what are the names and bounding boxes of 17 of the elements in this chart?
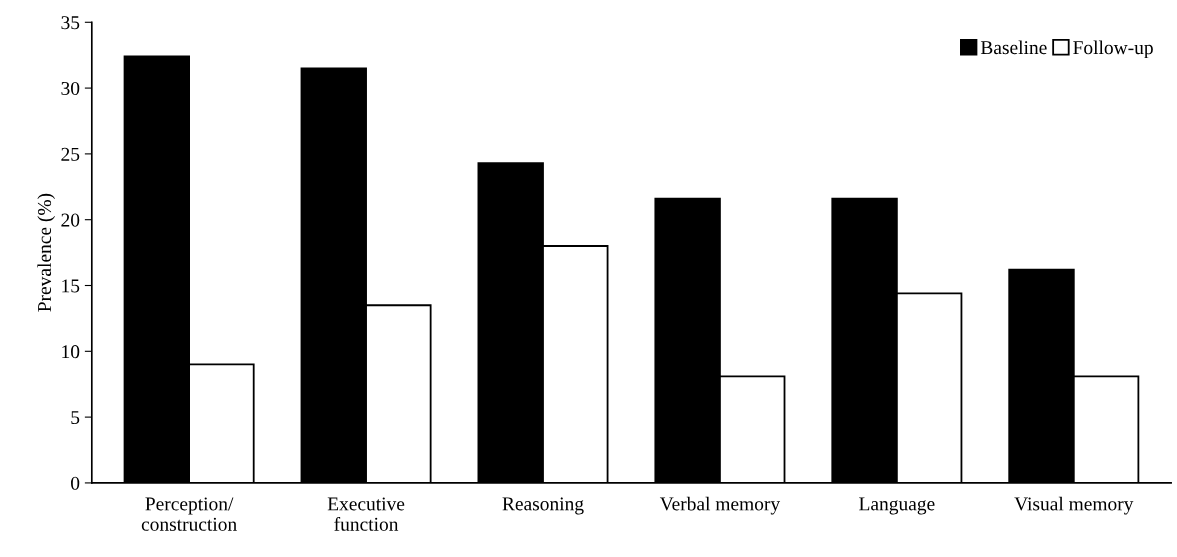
y-tick-label: 35 [61,16,80,30]
x-tick-label: Visual memory [1014,496,1134,515]
y-tick-label: 10 [62,345,80,359]
legend-label: Follow-up [1073,40,1153,59]
x-tick-label: Perception/ construction [141,497,237,531]
x-tick-label: Language [859,497,935,515]
x-tick-label: Reasoning [502,497,584,515]
y-tick-label: 20 [61,213,80,227]
y-tick-label: 30 [61,81,80,96]
legend-label: Baseline [980,40,1047,55]
y-tick-label: 15 [62,279,80,293]
x-tick-label: Executive function [327,497,405,531]
y-tick-label: 5 [71,411,80,425]
x-tick-label: Verbal memory [659,496,781,515]
y-tick-label: 0 [71,476,80,490]
y-axis-title: Prevalence (%) [37,193,55,312]
y-tick-label: 25 [61,147,80,161]
